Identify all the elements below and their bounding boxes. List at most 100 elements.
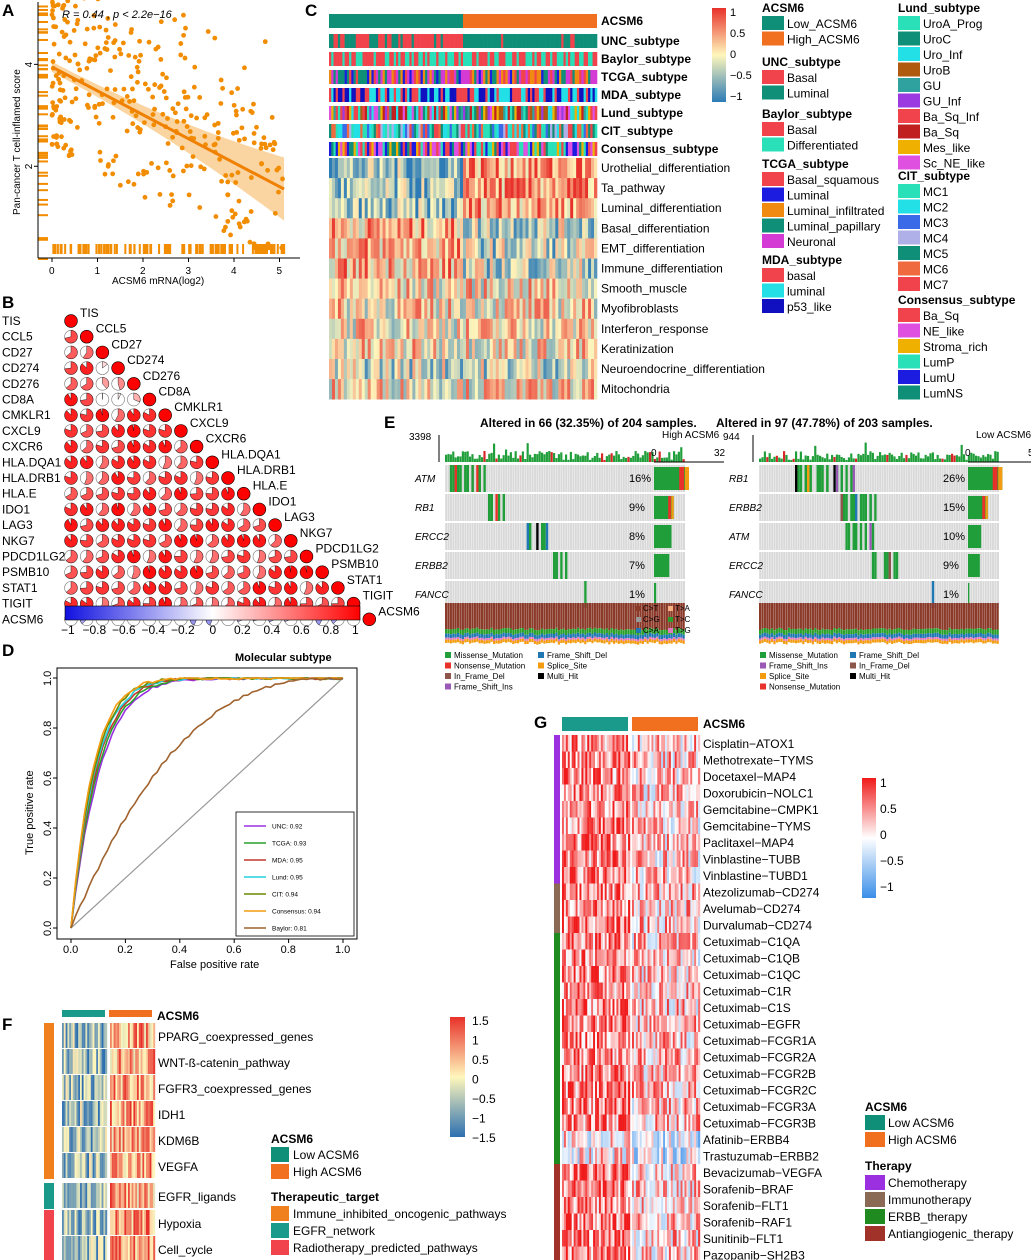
gene-row-label: LAG3 (2, 518, 33, 532)
heatmap-cell (510, 359, 514, 380)
titv-bar (584, 634, 587, 639)
corr-pie (175, 439, 188, 454)
annotation-cell (565, 34, 569, 48)
heatmap-cell (358, 258, 363, 279)
annotation-cell (476, 124, 479, 138)
heatmap-cell (516, 359, 520, 380)
corr-pie (162, 455, 172, 469)
titv-bar (639, 634, 642, 639)
heatmap-cell (439, 278, 443, 299)
annotation-cell (521, 34, 524, 48)
annotation-cell (371, 52, 374, 66)
heatmap-cell (439, 178, 443, 199)
legend-title: TCGA_subtype (762, 157, 849, 171)
annotation-cell (559, 70, 562, 84)
annotation-cell (583, 52, 587, 66)
tmb-max-label: 3398 (409, 432, 432, 443)
heatmap-cell (367, 298, 371, 320)
heatmap-cell (349, 379, 354, 400)
mutation-cell (852, 523, 855, 550)
panel-c: C ACSM6UNC_subtypeBaylor_subtypeTCGA_sub… (305, 1, 1016, 401)
heatmap-cell (489, 258, 494, 279)
heatmap-cell (504, 238, 508, 259)
scatter-point (263, 145, 269, 151)
corr-pie (127, 549, 141, 564)
heatmap-cell (442, 338, 446, 360)
scatter-point (201, 166, 207, 172)
titv-bar (560, 639, 563, 643)
scatter-point (95, 0, 101, 2)
heatmap-cell (448, 359, 452, 380)
heatmap-cell (573, 278, 577, 299)
heatmap-cell (483, 198, 488, 219)
heatmap-cell (340, 198, 345, 219)
annotation-cell (579, 106, 582, 120)
heatmap-cell (525, 198, 529, 219)
corr-pie (175, 502, 188, 516)
annotation-cell (518, 88, 522, 102)
heatmap-cell (397, 178, 401, 199)
side-bar-part (992, 467, 998, 490)
annotation-cell (436, 52, 439, 66)
scatter-point (77, 244, 80, 254)
annotation-cell (438, 142, 441, 156)
annotation-cell (404, 142, 408, 156)
annotation-cell (498, 88, 502, 102)
titv-bar (591, 638, 594, 641)
colorbar-tick-label: −1 (61, 623, 75, 637)
corr-pie (95, 565, 109, 579)
tmb-bar (761, 457, 764, 462)
heatmap-cell (463, 238, 467, 259)
heatmap-cell (412, 298, 416, 320)
annotation-cell (572, 70, 575, 84)
heatmap-cell (382, 218, 386, 239)
tmb-bar (481, 457, 484, 462)
heatmap-cell (451, 278, 455, 299)
heatmap-cell (540, 198, 544, 219)
heatmap-cell (382, 158, 386, 179)
annotation-cell (538, 70, 542, 84)
annotation-cell (398, 106, 401, 120)
annotation-cell (465, 142, 468, 156)
mutation-cell (555, 552, 558, 579)
scatter-point (251, 241, 257, 247)
corr-pie (158, 439, 172, 454)
annotation-cell (422, 34, 426, 48)
annotation-cell (590, 142, 593, 156)
annotation-cell (478, 124, 482, 138)
titv-bar (625, 603, 628, 630)
titv-bar (495, 640, 498, 644)
titv-bar (459, 640, 462, 644)
scatter-point (92, 57, 98, 63)
annotation-cell (425, 88, 428, 102)
corr-pie (303, 581, 314, 595)
titv-bar (593, 636, 596, 639)
mutation-cell (888, 552, 891, 579)
heatmap-cell (522, 218, 526, 239)
annotation-cell (355, 34, 359, 48)
tmb-bar (509, 452, 512, 462)
annotation-cell (353, 88, 357, 102)
annotation-cell (375, 106, 379, 120)
annotation-cell (563, 106, 567, 120)
annotation-cell (507, 142, 511, 156)
titv-bar (677, 628, 680, 634)
scatter-point (160, 111, 166, 117)
y-tick-label: 4 (24, 61, 35, 67)
heatmap-cell (343, 379, 348, 400)
corr-pie (190, 455, 204, 469)
annotation-cell (402, 124, 406, 138)
heatmap-cell (573, 158, 577, 179)
scatter-point (259, 141, 264, 147)
annotation-cell (373, 34, 377, 48)
heatmap-cell (376, 379, 380, 400)
annotation-cell (382, 34, 386, 48)
scatter-point (170, 106, 176, 112)
legend-swatch (762, 172, 784, 186)
legend-title: Baylor_subtype (762, 107, 852, 121)
annotation-cell (527, 142, 531, 156)
titv-bar (629, 638, 632, 641)
scatter-point (181, 168, 186, 174)
heatmap-cell (489, 238, 494, 259)
titv-bar (505, 628, 508, 634)
